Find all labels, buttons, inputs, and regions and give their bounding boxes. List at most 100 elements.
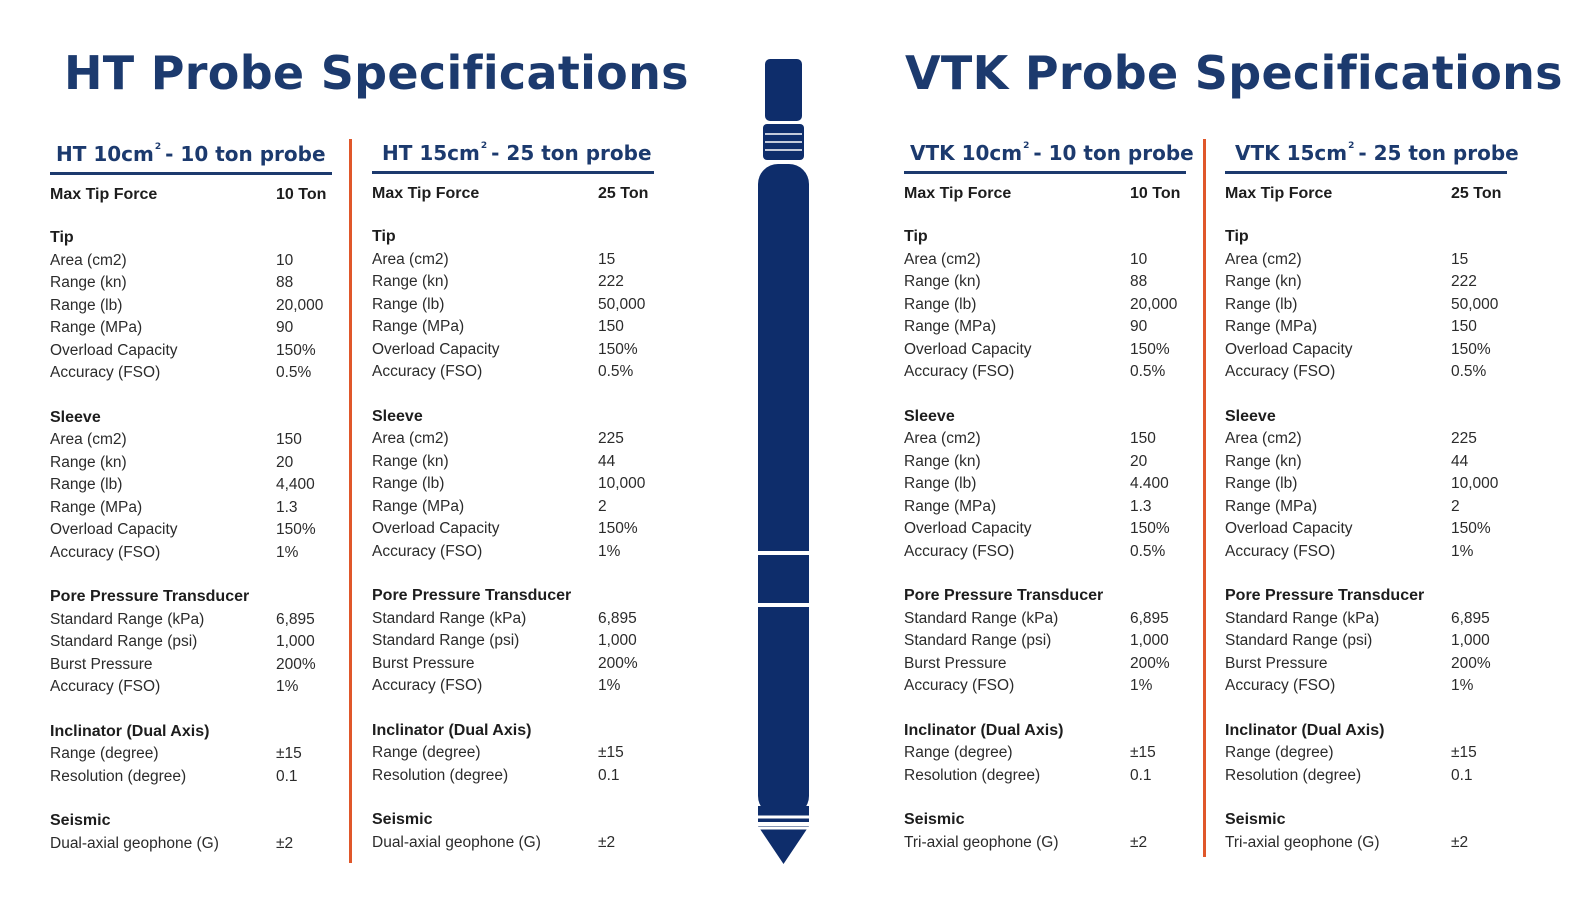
spec-value: ±2 (598, 833, 616, 851)
ht-page-title: HT Probe Specifications (64, 46, 689, 100)
probe-illustration (758, 59, 809, 864)
spec-value: 222 (598, 273, 624, 290)
spec-value: 0.5% (1130, 363, 1166, 380)
section-heading: Tip (50, 229, 74, 246)
spec-row: Range (kn) 88 (50, 272, 332, 295)
spec-row: Overload Capacity 150% (1225, 518, 1507, 541)
max-tip-force-value: 25 Ton (1451, 185, 1502, 202)
spec-label: Range (lb) (1225, 295, 1298, 313)
section-heading: Sleeve (50, 408, 101, 426)
column-title-suffix: - 25 ton probe (1358, 141, 1519, 165)
spec-row: Range (lb) 20,000 (904, 294, 1186, 317)
spec-label: Area (cm2) (904, 430, 981, 447)
ht-column-divider (349, 139, 352, 863)
spec-row: Dual-axial geophone (G) ±2 (50, 833, 332, 856)
spec-label: Standard Range (psi) (372, 632, 520, 649)
column-title-main: HT 10cm (56, 142, 154, 166)
spec-row: Accuracy (FSO) 0.5% (904, 541, 1186, 564)
spec-row: Burst Pressure 200% (904, 653, 1186, 676)
spec-value: 0.5% (598, 363, 634, 380)
spec-value: 90 (276, 319, 294, 336)
spec-label: Range (lb) (1225, 475, 1298, 492)
spec-row: Range (lb) 10,000 (1225, 473, 1507, 496)
max-tip-force-row: Max Tip Force 10 Ton (904, 182, 1186, 206)
spec-row: Overload Capacity 150% (904, 339, 1186, 362)
spec-section: Inclinator (Dual Axis) Range (degree) ±15 R… (372, 720, 654, 788)
column-title: VTK 15cm2- 25 ton probe (1225, 131, 1519, 165)
spec-label: Range (MPa) (1225, 497, 1318, 515)
spec-row: Overload Capacity 150% (50, 519, 332, 542)
spec-value: 1% (276, 543, 299, 561)
column-title-rule (1225, 171, 1507, 174)
spec-label: Range (kn) (372, 452, 449, 470)
spec-value: 1% (598, 542, 621, 560)
column-title-superscript: 2 (1348, 141, 1355, 151)
max-tip-force-label: Max Tip Force (1225, 185, 1333, 202)
spec-row: Accuracy (FSO) 0.5% (50, 362, 332, 385)
spec-value: 0.5% (1451, 363, 1487, 380)
spec-column: VTK 15cm2- 25 ton probe Max Tip Force 25 T… (1225, 131, 1519, 854)
max-tip-force-label: Max Tip Force (904, 185, 1012, 202)
spec-label: Range (lb) (50, 476, 123, 493)
spec-value: 6,895 (1130, 609, 1169, 627)
spec-value: 1% (1451, 542, 1474, 560)
spec-row: Range (degree) ±15 (50, 743, 332, 766)
spec-label: Overload Capacity (904, 520, 1032, 537)
spec-value: 0.5% (276, 364, 312, 381)
spec-label: Range (MPa) (1225, 318, 1318, 335)
spec-value: 150% (598, 340, 638, 358)
spec-label: Range (MPa) (372, 318, 465, 335)
spec-label: Resolution (degree) (904, 766, 1041, 784)
spec-row: Standard Range (psi) 1,000 (50, 631, 332, 654)
spec-label: Range (lb) (372, 475, 445, 492)
spec-value: 0.1 (1451, 766, 1473, 784)
column-title: HT 15cm2- 25 ton probe (372, 131, 654, 165)
spec-label: Area (cm2) (50, 431, 127, 448)
spec-label: Standard Range (kPa) (50, 610, 205, 628)
column-title: VTK 10cm2- 10 ton probe (904, 131, 1194, 165)
spec-row: Range (MPa) 1.3 (50, 497, 332, 520)
spec-label: Range (kn) (50, 274, 127, 291)
spec-row: Range (kn) 44 (372, 451, 654, 474)
spec-value: 10 (1130, 250, 1148, 268)
spec-row: Range (kn) 44 (1225, 451, 1507, 474)
spec-row: Range (MPa) 150 (1225, 316, 1507, 339)
section-heading: Pore Pressure Transducer (50, 588, 250, 605)
spec-value: 44 (598, 452, 616, 470)
section-heading: Sleeve (904, 407, 955, 425)
max-tip-force-value: 10 Ton (1130, 185, 1181, 202)
column-title-main: VTK 15cm (1235, 141, 1348, 165)
spec-row: Range (degree) ±15 (372, 742, 654, 765)
spec-row: Area (cm2) 15 (1225, 249, 1507, 272)
spec-label: Range (degree) (372, 744, 481, 761)
spec-label: Range (kn) (1225, 452, 1302, 470)
section-heading: Pore Pressure Transducer (1225, 587, 1425, 604)
spec-value: 2 (1451, 497, 1460, 515)
spec-row: Range (lb) 20,000 (50, 295, 332, 318)
spec-section: Pore Pressure Transducer Standard Range (… (1225, 585, 1507, 698)
spec-row: Accuracy (FSO) 1% (1225, 675, 1507, 698)
spec-label: Overload Capacity (372, 340, 500, 358)
spec-value: 200% (1130, 654, 1170, 672)
spec-label: Dual-axial geophone (G) (372, 833, 541, 851)
spec-label: Standard Range (kPa) (372, 609, 527, 627)
section-heading: Sleeve (1225, 407, 1276, 425)
spec-value: 10,000 (1451, 475, 1499, 492)
spec-value: 1.3 (1130, 497, 1152, 515)
spec-section: Sleeve Area (cm2) 150 Range (kn) 20 Range (lb… (904, 406, 1186, 564)
spec-row: Overload Capacity 150% (372, 518, 654, 541)
spec-row: Range (lb) 10,000 (372, 473, 654, 496)
max-tip-force-label: Max Tip Force (50, 186, 158, 203)
spec-column: HT 15cm2- 25 ton probe Max Tip Force 25 To… (372, 131, 654, 854)
spec-row: Range (kn) 88 (904, 271, 1186, 294)
section-heading: Tip (1225, 228, 1249, 245)
spec-row: Accuracy (FSO) 1% (372, 675, 654, 698)
spec-row: Resolution (degree) 0.1 (50, 766, 332, 789)
spec-row: Resolution (degree) 0.1 (372, 765, 654, 788)
spec-value: 6,895 (276, 610, 315, 628)
spec-value: 150% (1130, 340, 1170, 358)
spec-label: Range (MPa) (904, 497, 997, 515)
spec-row: Standard Range (kPa) 6,895 (1225, 608, 1507, 631)
spec-label: Overload Capacity (1225, 520, 1353, 537)
vtk-column-divider (1203, 139, 1206, 857)
